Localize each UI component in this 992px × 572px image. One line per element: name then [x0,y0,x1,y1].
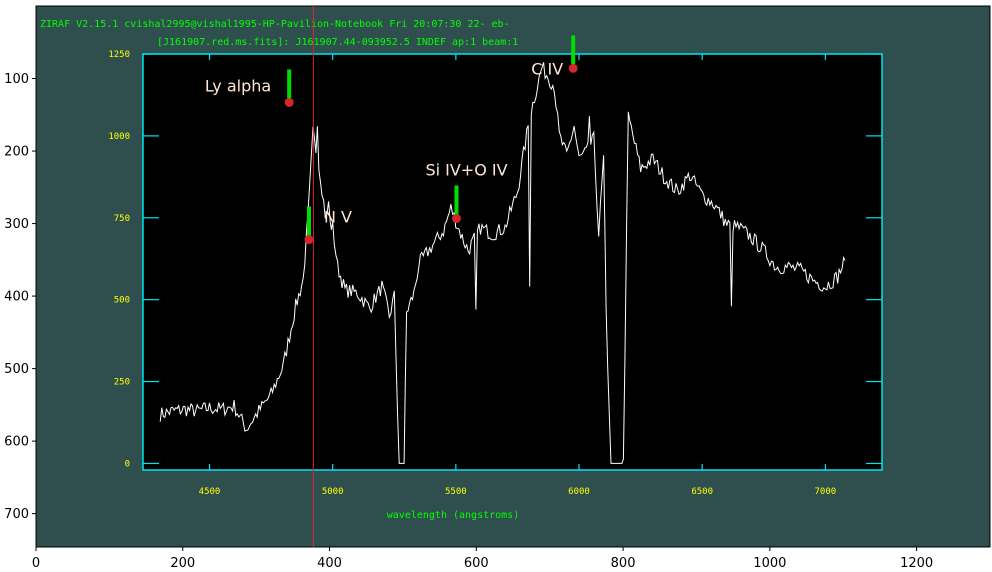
outer-x-tick-label: 600 [464,556,489,571]
inner-x-tick-label: 4500 [199,487,221,497]
inner-x-tick-label: 5000 [322,487,344,497]
outer-x-tick-label: 1200 [900,556,933,571]
marker-bar [454,185,459,215]
marker-dot [451,213,461,223]
inner-x-tick-label: 6000 [568,487,590,497]
inner-y-tick-label: 250 [114,378,130,388]
line-marker: C IV [531,35,578,78]
outer-y-tick-label: 500 [4,362,29,377]
marker-dot [284,97,294,107]
inner-x-tick-label: 5500 [445,487,467,497]
line-marker: Si IV+O IV [425,160,508,223]
outer-x-tick-label: 400 [317,556,342,571]
line-marker: N V [304,206,352,245]
marker-bar [287,69,292,99]
marker-dot [304,235,314,245]
inner-y-tick-label: 0 [125,459,130,469]
outer-y-tick-label: 700 [4,507,29,522]
inner-x-tick-label: 7000 [814,487,836,497]
outer-x-tick-label: 800 [611,556,636,571]
spectrum-series [159,62,846,464]
marker-label: C IV [531,59,563,78]
inner-y-tick-label: 750 [114,214,130,224]
inner-x-axis-label: wavelength (angstroms) [387,510,519,521]
inner-y-tick-label: 1000 [108,132,130,142]
outer-y-tick-label: 300 [4,217,29,232]
outer-y-tick-label: 600 [4,435,29,450]
marker-label: Si IV+O IV [425,160,507,179]
outer-x-tick-label: 200 [170,556,195,571]
header-line-2: [J161907.red.ms.fits]: J161907.44-093952… [157,37,518,48]
line-markers: Ly alpha N V Si IV+O IV C IV [205,35,578,245]
marker-bar [571,35,576,65]
outer-y-tick-label: 100 [4,72,29,87]
spectrum-line [159,62,846,464]
marker-label: N V [324,208,352,227]
plot-frame [142,53,883,471]
outer-y-tick-label: 400 [4,290,29,305]
marker-bar [306,206,311,236]
inner-y-tick-label: 500 [114,296,130,306]
marker-dot [568,63,578,73]
inner-axes: 4500 5000 5500 6000 6500 7000 0 250 500 750 1000 12… [108,50,882,497]
inner-y-tick-label: 1250 [108,50,130,60]
outer-axes-frame [35,5,991,548]
outer-x-tick-label: 0 [32,556,40,571]
outer-y-tick-label: 200 [4,145,29,160]
header-line-1: ZIRAF V2.15.1 cvishal2995@vishal1995-HP-… [40,19,510,30]
line-marker: Ly alpha [205,69,294,107]
outer-x-tick-label: 1000 [753,556,786,571]
inner-x-tick-label: 6500 [691,487,713,497]
marker-label: Ly alpha [205,76,271,95]
outer-axes: 0 200 400 600 800 1000 1200 100 200 300 400 500 600 7… [4,5,991,571]
